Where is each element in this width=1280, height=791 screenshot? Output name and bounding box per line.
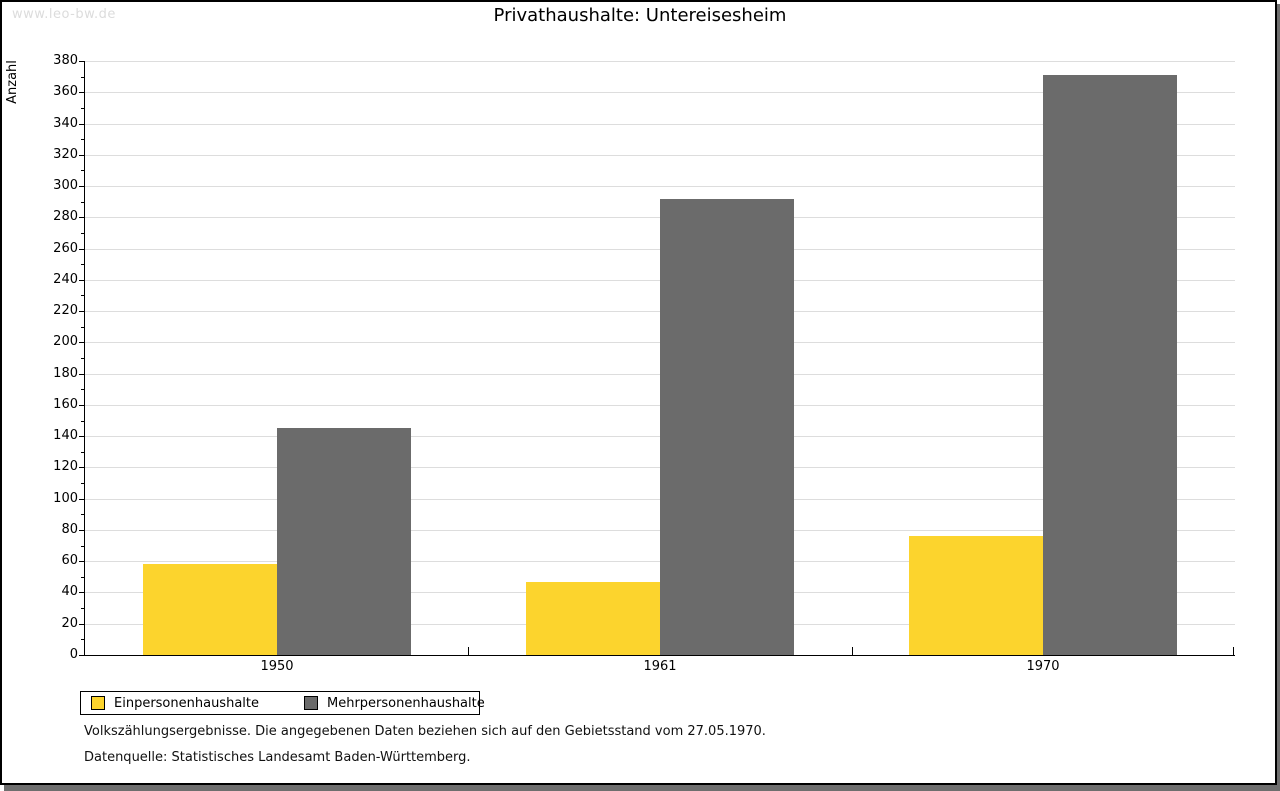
y-tick-minor-250 xyxy=(81,264,85,265)
x-tick-label-1961: 1961 xyxy=(643,659,677,674)
y-tick-100 xyxy=(79,499,85,500)
y-tick-label-20: 20 xyxy=(61,616,78,631)
plot-area: 0 20 40 60 80 100 120 140 160 180 200 220 240 260 280 3… xyxy=(53,53,1235,674)
y-tick-label-380: 380 xyxy=(53,53,78,68)
y-tick-minor-90 xyxy=(81,514,85,515)
y-tick-minor-210 xyxy=(81,327,85,328)
y-tick-minor-70 xyxy=(81,546,85,547)
y-tick-minor-10 xyxy=(81,639,85,640)
y-tick-minor-270 xyxy=(81,233,85,234)
gridline-y-340 xyxy=(85,124,1235,125)
y-tick-20 xyxy=(79,624,85,625)
y-tick-label-320: 320 xyxy=(53,147,78,162)
y-tick-220 xyxy=(79,311,85,312)
legend-swatch-gray xyxy=(304,696,318,710)
y-tick-minor-150 xyxy=(81,421,85,422)
y-tick-180 xyxy=(79,374,85,375)
legend-box: Einpersonenhaushalte Mehrpersonenhaushal… xyxy=(80,691,485,715)
y-tick-label-120: 120 xyxy=(53,459,78,474)
y-tick-minor-190 xyxy=(81,358,85,359)
legend-label: Mehrpersonenhaushalte xyxy=(327,695,485,711)
y-tick-60 xyxy=(79,561,85,562)
y-tick-minor-110 xyxy=(81,483,85,484)
chart-title: Privathaushalte: Untereisesheim xyxy=(493,5,787,26)
x-end-tick xyxy=(1233,647,1234,655)
x-boundary-tick-2 xyxy=(852,647,853,655)
y-tick-label-280: 280 xyxy=(53,209,78,224)
bar-mehrpersonenhaushalte-1970 xyxy=(1043,75,1177,655)
gridline-y-300 xyxy=(85,186,1235,187)
y-tick-minor-230 xyxy=(81,295,85,296)
y-tick-minor-350 xyxy=(81,108,85,109)
footnote-census: Volkszählungsergebnisse. Die angegebenen… xyxy=(84,724,766,739)
legend-item-einpersonenhaushalte: Einpersonenhaushalte xyxy=(91,696,259,711)
y-tick-120 xyxy=(79,467,85,468)
legend-swatch-yellow xyxy=(91,696,105,710)
bar-mehrpersonenhaushalte-1950 xyxy=(277,428,411,655)
frame-shadow-bottom xyxy=(4,785,1280,791)
x-boundary-tick-1 xyxy=(468,647,469,655)
y-tick-40 xyxy=(79,592,85,593)
watermark-leo-bw: www.leo-bw.de xyxy=(12,7,116,22)
y-tick-label-100: 100 xyxy=(53,491,78,506)
y-tick-340 xyxy=(79,124,85,125)
y-tick-320 xyxy=(79,155,85,156)
y-tick-label-140: 140 xyxy=(53,428,78,443)
y-tick-minor-290 xyxy=(81,202,85,203)
y-tick-380 xyxy=(79,61,85,62)
y-tick-140 xyxy=(79,436,85,437)
gridline-y-360 xyxy=(85,92,1235,93)
y-tick-minor-50 xyxy=(81,577,85,578)
bar-einpersonenhaushalte-1961 xyxy=(526,582,660,655)
legend-label: Einpersonenhaushalte xyxy=(114,695,259,711)
y-tick-label-200: 200 xyxy=(53,334,78,349)
y-tick-300 xyxy=(79,186,85,187)
y-tick-minor-170 xyxy=(81,389,85,390)
y-tick-minor-30 xyxy=(81,608,85,609)
y-tick-minor-330 xyxy=(81,139,85,140)
y-tick-label-0: 0 xyxy=(69,647,78,662)
y-tick-label-260: 260 xyxy=(53,241,78,256)
frame-shadow-right xyxy=(1277,4,1280,791)
y-tick-label-300: 300 xyxy=(53,178,78,193)
y-tick-label-240: 240 xyxy=(53,272,78,287)
y-tick-minor-370 xyxy=(81,77,85,78)
y-tick-minor-130 xyxy=(81,452,85,453)
bar-mehrpersonenhaushalte-1961 xyxy=(660,199,794,655)
bar-einpersonenhaushalte-1970 xyxy=(909,536,1043,655)
x-tick-label-1950: 1950 xyxy=(260,659,294,674)
legend-item-mehrpersonenhaushalte: Mehrpersonenhaushalte xyxy=(304,696,485,711)
y-tick-260 xyxy=(79,249,85,250)
gridline-y-320 xyxy=(85,155,1235,156)
y-tick-label-180: 180 xyxy=(53,366,78,381)
y-tick-160 xyxy=(79,405,85,406)
y-tick-label-60: 60 xyxy=(61,553,78,568)
y-tick-240 xyxy=(79,280,85,281)
y-tick-80 xyxy=(79,530,85,531)
y-tick-label-80: 80 xyxy=(61,522,78,537)
bar-einpersonenhaushalte-1950 xyxy=(143,564,277,655)
y-tick-280 xyxy=(79,217,85,218)
y-tick-label-220: 220 xyxy=(53,303,78,318)
x-tick-label-1970: 1970 xyxy=(1026,659,1060,674)
y-tick-360 xyxy=(79,92,85,93)
y-tick-label-340: 340 xyxy=(53,116,78,131)
footnote-source: Datenquelle: Statistisches Landesamt Bad… xyxy=(84,750,471,765)
y-tick-label-160: 160 xyxy=(53,397,78,412)
y-tick-label-360: 360 xyxy=(53,84,78,99)
y-axis-title: Anzahl xyxy=(5,60,20,104)
gridline-y-380 xyxy=(85,61,1235,62)
y-tick-label-40: 40 xyxy=(61,584,78,599)
y-tick-200 xyxy=(79,342,85,343)
y-tick-minor-310 xyxy=(81,170,85,171)
y-tick-0 xyxy=(79,655,85,656)
